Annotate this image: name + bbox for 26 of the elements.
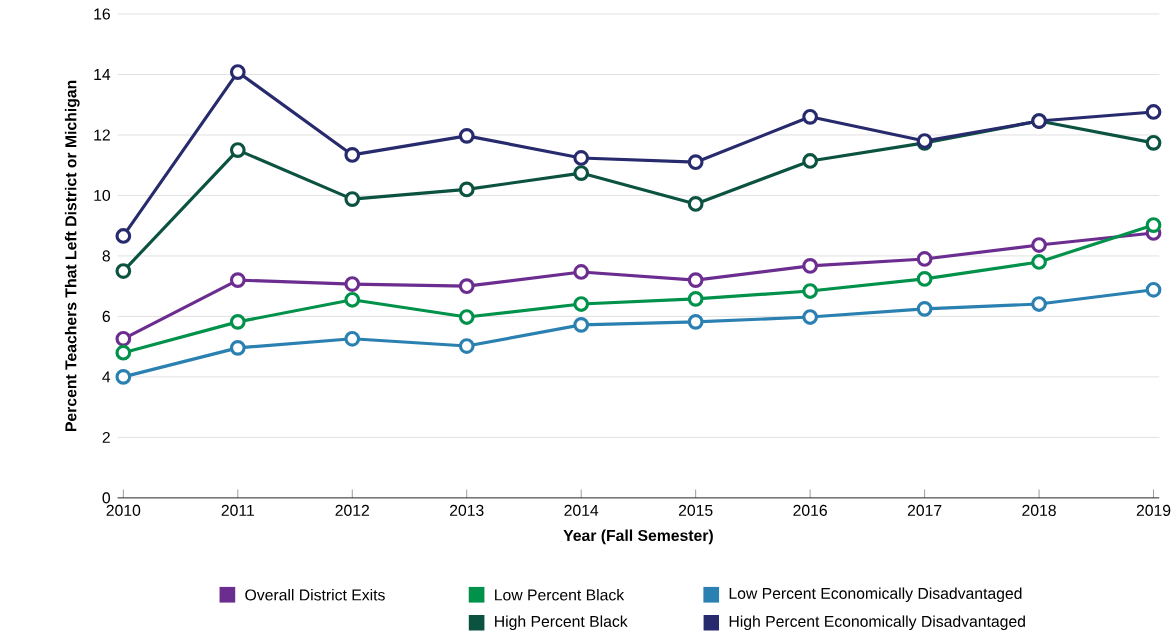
x-tick-label: 2011 <box>221 504 254 517</box>
legend-label: High Percent Black <box>495 615 628 631</box>
y-tick-label: 6 <box>102 310 110 323</box>
y-tick-label: 10 <box>94 190 111 202</box>
x-tick-label: 2013 <box>450 504 484 517</box>
y-tick-label: 8 <box>102 250 110 262</box>
x-tick-label: 2017 <box>907 504 942 517</box>
x-tick-label: 2018 <box>1022 504 1056 517</box>
legend-label: Overall District Exits <box>245 589 385 601</box>
y-tick-label: 12 <box>94 129 110 141</box>
x-tick-label: 2019 <box>1136 504 1171 517</box>
legend-label: High Percent Economically Disadvantaged <box>729 615 1025 631</box>
x-tick-label: 2016 <box>793 504 827 517</box>
y-tick-label: 2 <box>102 432 110 444</box>
x-axis-title: Year (Fall Semester) <box>563 529 713 545</box>
x-tick-label: 2014 <box>564 504 599 517</box>
y-tick-label: 4 <box>102 371 111 383</box>
y-axis-title: Percent Teachers That Left District or Michigan <box>64 80 80 432</box>
x-tick-label: 2015 <box>678 504 713 517</box>
legend-label: Low Percent Black <box>495 589 625 601</box>
y-tick-label: 16 <box>94 8 110 20</box>
x-tick-label: 2012 <box>335 504 369 517</box>
y-tick-label: 14 <box>94 69 111 81</box>
legend-label: Low Percent Economically Disadvantaged <box>729 587 1022 603</box>
y-tick-label: 0 <box>102 492 111 504</box>
x-tick-label: 2010 <box>106 504 141 517</box>
